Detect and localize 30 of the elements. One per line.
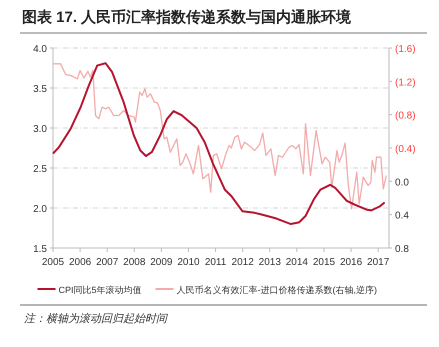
x-tick-label: 2005: [42, 257, 65, 268]
y-tick-label: 3.5: [33, 84, 48, 95]
x-tick-label: 2007: [96, 257, 119, 268]
x-tick-label: 2012: [232, 257, 254, 268]
x-tick-label: 2013: [258, 257, 282, 268]
x-tick-label: 2017: [367, 257, 390, 268]
y-tick-label: 4.0: [33, 44, 48, 55]
legend-label: 人民币名义有效汇率-进口价格传递系数(右轴,逆序): [176, 285, 378, 295]
y2-tick-label: 0.8: [395, 244, 410, 255]
y2-tick-label: (0.4): [395, 144, 416, 155]
x-tick-label: 2016: [340, 257, 363, 268]
x-tick-label: 2011: [204, 257, 227, 268]
x-tick-label: 2010: [177, 257, 200, 268]
y-tick-label: 1.5: [33, 244, 48, 255]
y2-tick-label: (1.6): [395, 44, 416, 55]
legend-label: CPI同比5年滚动均值: [58, 285, 142, 295]
annotation: 注：横轴为滚动回归起始时间: [24, 313, 167, 325]
y-tick-label: 2.0: [33, 204, 48, 215]
y2-tick-label: 0.0: [395, 177, 410, 188]
x-tick-label: 2015: [312, 257, 336, 268]
x-tick-label: 2008: [123, 257, 146, 268]
y-tick-label: 3.0: [33, 124, 48, 135]
y2-tick-label: 0.4: [395, 210, 410, 222]
x-tick-label: 2009: [150, 257, 173, 268]
y2-tick-label: (0.8): [395, 110, 416, 122]
y-tick-label: 2.5: [33, 164, 48, 175]
title: 图表 17. 人民币汇率指数传递系数与国内通胀环境: [22, 9, 352, 26]
y2-tick-label: (1.2): [395, 77, 416, 88]
x-tick-label: 2006: [68, 257, 92, 268]
x-tick-label: 2014: [286, 257, 308, 268]
